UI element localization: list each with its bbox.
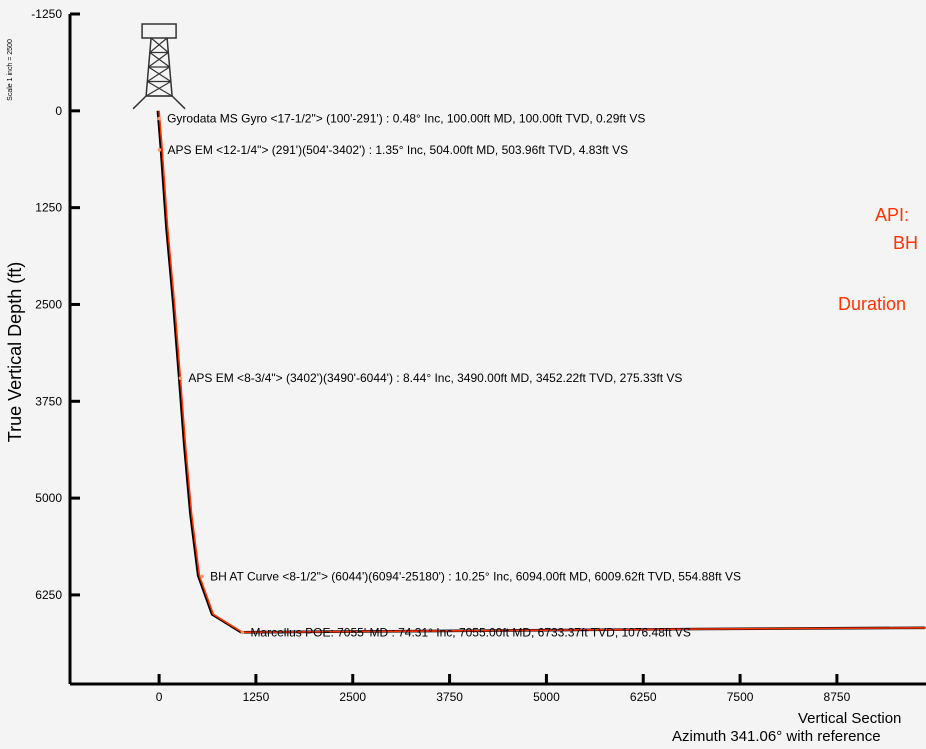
rig-foot	[171, 95, 186, 110]
side-info: API: BH Duration	[838, 205, 918, 314]
side-info-text: BH	[893, 233, 918, 253]
x-axis-sublabel: Azimuth 341.06° with reference	[672, 728, 881, 744]
rig-brace	[149, 52, 170, 68]
x-axis-label: Vertical Section	[798, 710, 901, 727]
annotation-marker	[157, 116, 161, 121]
y-tick-label: 1250	[35, 201, 62, 215]
y-tick-label: 2500	[35, 297, 62, 311]
annotation-label: Marcellus POE: 7055' MD : 74.31° Inc, 70…	[250, 625, 690, 639]
side-info-text: API:	[875, 205, 909, 225]
x-tick-label: 8750	[824, 690, 851, 704]
rig-brace	[148, 66, 172, 83]
y-tick-label: 3750	[35, 394, 62, 408]
rig-top-box	[141, 23, 177, 39]
annotation-marker	[157, 148, 162, 152]
x-tick-label: 5000	[533, 690, 560, 704]
series-group	[156, 110, 926, 634]
x-tick-label: 0	[156, 690, 163, 704]
axes	[68, 14, 926, 686]
ticks: -1250 0 1250 2500 3750 5000 6250 0 1250 2500 3750 5…	[31, 7, 851, 704]
rig-brace	[150, 37, 169, 53]
x-tick-label: 1250	[243, 690, 270, 704]
y-tick-label: 0	[55, 104, 62, 118]
annotation-label: APS EM <8-3/4"> (3402')(3490'-6044') : 8…	[188, 371, 682, 385]
rig-brace	[147, 80, 173, 97]
axis-labels: True Vertical Depth (ft) Scale 1 inch = …	[5, 39, 901, 745]
y-tick-label: 6250	[35, 588, 62, 602]
x-tick-label: 7500	[727, 690, 754, 704]
rig-foot	[132, 95, 147, 110]
annotation-marker	[178, 376, 183, 381]
annotations: Gyrodata MS Gyro <17-1/2"> (100'-291') :…	[157, 112, 741, 639]
x-tick-label: 3750	[436, 690, 463, 704]
annotation-label: APS EM <12-1/4"> (291')(504'-3402') : 1.…	[167, 143, 628, 157]
rig-brace	[148, 52, 169, 68]
side-info-text: Duration	[838, 294, 906, 314]
annotation-marker	[200, 574, 204, 579]
annotation-label: Gyrodata MS Gyro <17-1/2"> (100'-291') :…	[167, 112, 645, 126]
y-tick-label: 5000	[35, 491, 62, 505]
y-axis-label: True Vertical Depth (ft)	[5, 262, 25, 442]
annotation-marker	[240, 630, 245, 635]
rig-brace	[145, 80, 172, 97]
x-tick-label: 2500	[339, 690, 366, 704]
y-tick-label: -1250	[31, 7, 62, 21]
series-line	[158, 110, 926, 634]
rig-brace	[149, 37, 168, 53]
scale-note: Scale 1 inch = 2500	[7, 39, 14, 101]
annotation-label: BH AT Curve <8-1/2"> (6044')(6094'-25180…	[210, 569, 741, 583]
rig-brace	[147, 66, 170, 83]
drilling-rig-icon	[132, 23, 186, 110]
x-tick-label: 6250	[630, 690, 657, 704]
